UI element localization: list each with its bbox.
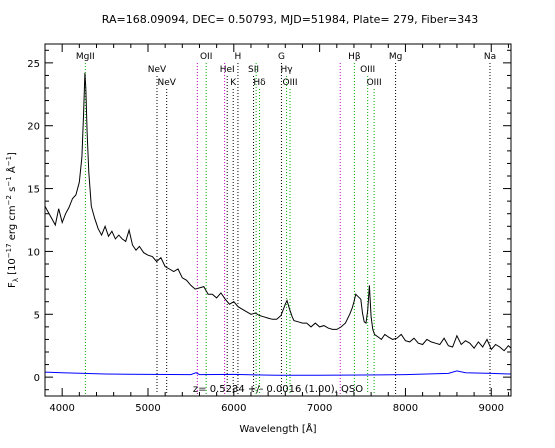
x-tick-label: 6000: [221, 403, 246, 414]
marker-label-9: SII: [248, 65, 259, 75]
y-label-exp4: −1: [5, 156, 13, 166]
marker-label-6: K: [230, 78, 237, 88]
y-tick-label: 20: [27, 122, 40, 133]
marker-label-20: Na: [484, 52, 496, 62]
spectrum-series: [44, 72, 512, 376]
y-label-sub: λ: [12, 278, 20, 282]
series-line-1: [44, 370, 512, 376]
marker-label-11: Hδ: [253, 78, 266, 88]
plot-frame: [44, 43, 512, 397]
marker-label-18: OIII: [367, 78, 382, 88]
emission-line-markers: MgII NeV NeV OII HeI K H SII Hδ G Hγ OIII Hβ OIII OIII…: [76, 52, 496, 394]
chart-title: RA=168.09094, DEC= 0.50793, MJD=51984, P…: [102, 13, 478, 26]
x-tick-label: 7000: [307, 403, 332, 414]
y-axis-label: Fλ [10−17 erg cm−2 s−1 Å−1]: [5, 152, 20, 288]
marker-label-16: Hβ: [348, 52, 361, 62]
y-label-erg: erg cm: [7, 205, 18, 243]
marker-label-12: G: [278, 52, 285, 62]
y-label-close: ]: [7, 152, 18, 156]
marker-label-5: HeI: [220, 65, 235, 75]
marker-label-0: MgII: [76, 52, 95, 62]
y-tick-label: 10: [27, 247, 40, 258]
marker-label-14: OIII: [282, 78, 297, 88]
x-tick-label: 5000: [135, 403, 160, 414]
marker-label-1: NeV: [148, 65, 167, 75]
redshift-annotation: z= 0.5234 +/- 0.0016 (1.00), QSO: [193, 384, 363, 395]
series-line-0: [44, 72, 512, 352]
marker-label-19: Mg: [389, 52, 402, 62]
y-tick-label: 0: [34, 373, 40, 384]
marker-label-17: OIII: [360, 65, 375, 75]
x-axis-label: Wavelength [Å]: [239, 422, 316, 435]
y-label-f: F: [7, 282, 18, 288]
y-label-angstrom: Å: [5, 166, 18, 176]
marker-label-3: OII: [200, 52, 212, 62]
x-tick-label: 9000: [479, 403, 504, 414]
y-tick-label: 25: [27, 59, 40, 70]
y-label-exp2: −2: [5, 195, 13, 205]
x-tick-label: 4000: [49, 403, 74, 414]
marker-label-7: H: [235, 52, 242, 62]
marker-label-13: Hγ: [281, 65, 294, 75]
axes: 4000 5000 6000 7000 8000 9000 0 5 10 15 20 25: [27, 44, 511, 414]
y-label-exp3: −1: [5, 176, 13, 186]
y-label-s: s: [7, 187, 18, 195]
y-label-exp1: −17: [5, 243, 13, 258]
y-label-open: [10: [7, 258, 18, 278]
y-tick-label: 15: [27, 185, 40, 196]
marker-label-2: NeV: [157, 78, 176, 88]
x-tick-label: 8000: [393, 403, 418, 414]
y-tick-label: 5: [34, 310, 40, 321]
